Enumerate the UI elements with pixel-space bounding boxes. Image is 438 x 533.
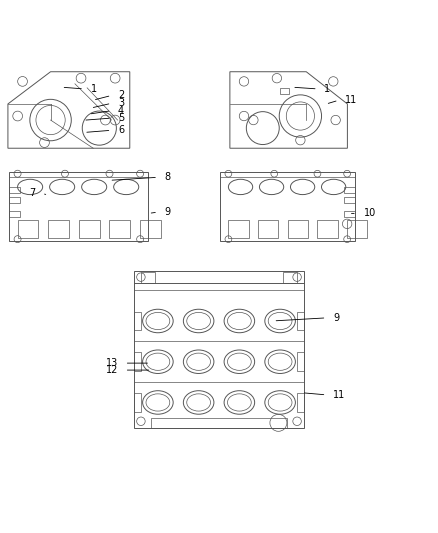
Text: 12: 12 <box>106 365 118 375</box>
Text: 8: 8 <box>165 172 171 182</box>
Bar <box>134 352 141 371</box>
Bar <box>134 271 304 427</box>
Bar <box>151 418 287 427</box>
Text: 4: 4 <box>118 106 124 116</box>
Bar <box>344 197 355 203</box>
Text: 13: 13 <box>106 358 118 368</box>
Bar <box>297 393 304 412</box>
Bar <box>318 220 338 238</box>
Bar <box>344 211 355 217</box>
Bar <box>134 312 141 330</box>
Bar <box>297 312 304 330</box>
Bar <box>79 220 100 238</box>
Bar <box>141 272 155 284</box>
Text: 5: 5 <box>118 113 124 123</box>
Bar <box>9 187 20 192</box>
Bar <box>134 393 141 412</box>
Text: 7: 7 <box>29 188 35 198</box>
Bar <box>9 197 20 203</box>
Text: 10: 10 <box>364 208 376 219</box>
Text: 6: 6 <box>118 125 124 135</box>
Bar <box>110 220 131 238</box>
Bar <box>258 220 278 238</box>
Bar <box>9 211 20 217</box>
Bar <box>347 220 367 238</box>
Bar <box>288 220 308 238</box>
Text: 1: 1 <box>324 84 330 94</box>
Text: 9: 9 <box>165 207 171 217</box>
Bar <box>220 172 355 241</box>
Text: 1: 1 <box>91 84 97 94</box>
Bar <box>9 172 148 241</box>
Bar <box>228 220 249 238</box>
Bar <box>344 187 355 192</box>
Text: 11: 11 <box>345 95 357 105</box>
Text: 2: 2 <box>118 91 124 100</box>
Bar <box>48 220 69 238</box>
Text: 11: 11 <box>333 390 345 400</box>
Bar <box>280 88 289 94</box>
Bar <box>283 272 297 284</box>
Text: 3: 3 <box>118 98 124 108</box>
Bar <box>297 352 304 371</box>
Text: 9: 9 <box>333 313 339 323</box>
Bar <box>18 220 39 238</box>
Bar <box>140 220 161 238</box>
